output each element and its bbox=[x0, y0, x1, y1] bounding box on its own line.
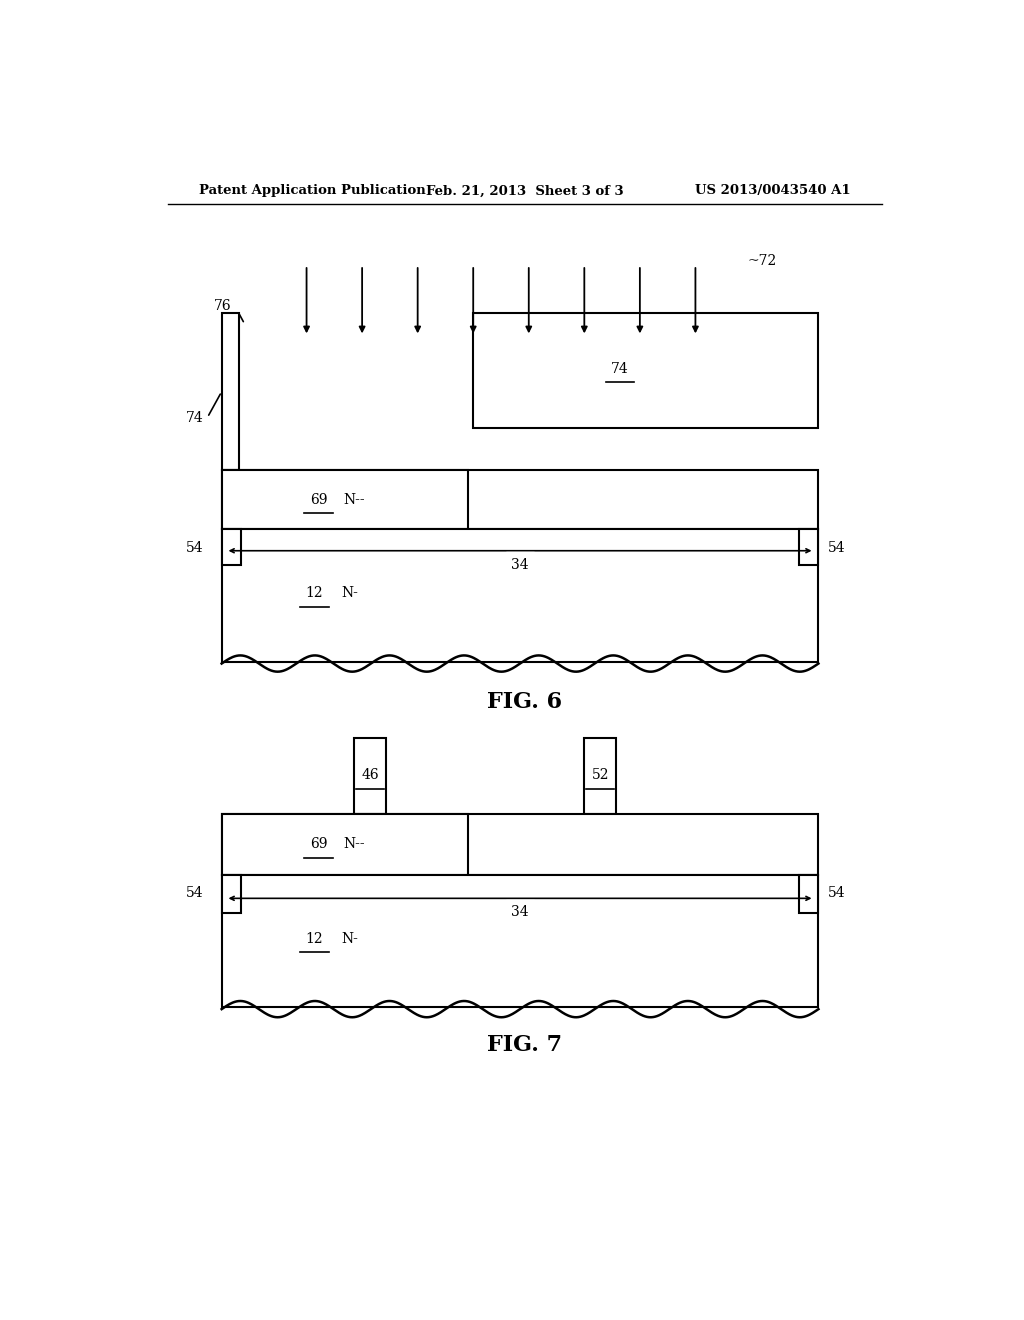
Text: 74: 74 bbox=[185, 411, 204, 425]
Bar bbox=[221, 875, 818, 1007]
Text: 52: 52 bbox=[592, 768, 609, 783]
Text: 74: 74 bbox=[611, 362, 629, 376]
Bar bbox=[221, 875, 242, 912]
Bar bbox=[799, 529, 818, 565]
Bar bbox=[354, 738, 386, 814]
Bar bbox=[473, 313, 818, 428]
Text: US 2013/0043540 A1: US 2013/0043540 A1 bbox=[694, 185, 850, 198]
Text: Feb. 21, 2013  Sheet 3 of 3: Feb. 21, 2013 Sheet 3 of 3 bbox=[426, 185, 624, 198]
Bar bbox=[221, 470, 818, 529]
Bar bbox=[799, 875, 818, 912]
Bar bbox=[221, 814, 818, 875]
Bar bbox=[221, 814, 468, 875]
Bar bbox=[221, 529, 242, 565]
Bar bbox=[585, 738, 616, 814]
Text: 12: 12 bbox=[306, 586, 324, 601]
Text: 54: 54 bbox=[185, 886, 204, 900]
Bar bbox=[221, 529, 818, 661]
Text: 34: 34 bbox=[511, 558, 528, 572]
Text: Patent Application Publication: Patent Application Publication bbox=[200, 185, 426, 198]
Text: 69: 69 bbox=[309, 837, 328, 851]
Bar bbox=[221, 313, 239, 470]
Text: 54: 54 bbox=[828, 541, 846, 554]
Text: FIG. 6: FIG. 6 bbox=[487, 692, 562, 713]
Text: 54: 54 bbox=[828, 886, 846, 900]
Text: 46: 46 bbox=[361, 768, 379, 783]
Text: 54: 54 bbox=[185, 541, 204, 554]
Text: FIG. 7: FIG. 7 bbox=[487, 1034, 562, 1056]
Text: 34: 34 bbox=[511, 906, 528, 920]
Text: N--: N-- bbox=[343, 492, 365, 507]
Text: 76: 76 bbox=[214, 298, 231, 313]
Text: N-: N- bbox=[342, 586, 358, 601]
Text: 12: 12 bbox=[306, 932, 324, 946]
Text: N-: N- bbox=[342, 932, 358, 946]
Bar bbox=[221, 470, 468, 529]
Text: N--: N-- bbox=[343, 837, 365, 851]
Text: ~72: ~72 bbox=[748, 255, 776, 268]
Text: 69: 69 bbox=[309, 492, 328, 507]
